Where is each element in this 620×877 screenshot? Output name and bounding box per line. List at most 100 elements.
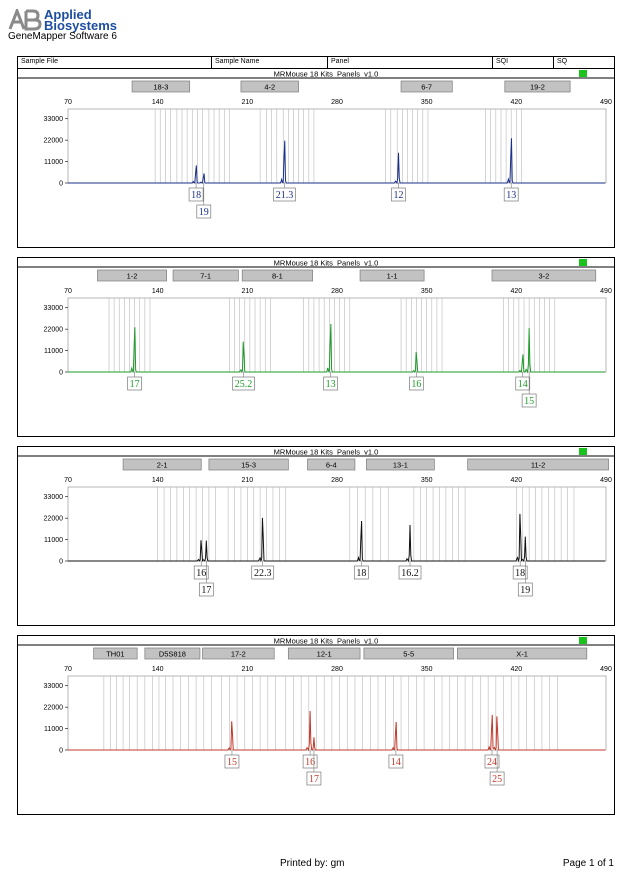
allele-call-label: 14 (518, 379, 528, 390)
x-tick-label: 350 (421, 477, 433, 484)
marker-label: 6-7 (421, 83, 432, 92)
marker-bar (172, 269, 239, 282)
allele-call-label: 13 (506, 190, 516, 201)
allele-call-label: 17 (130, 379, 140, 390)
electropherogram-panel-1: MRMouse 18 Kits_Panels_v1.0 18-3 4-2 6-7 19-… (17, 68, 615, 248)
allele-call-label: 18 (191, 190, 201, 201)
marker-label: 19-2 (530, 83, 545, 92)
page-number: Page 1 of 1 (562, 858, 614, 869)
x-tick-label: 420 (510, 666, 522, 673)
trace-line (68, 324, 606, 374)
marker-bar (467, 458, 609, 471)
x-tick-label: 350 (421, 666, 433, 673)
allele-call-label: 15 (524, 396, 534, 407)
allele-call-label: 19 (520, 585, 530, 596)
allele-call-label: 24 (487, 757, 497, 768)
sizing-quality-indicator-icon (579, 259, 587, 266)
allele-call-box (188, 187, 204, 202)
allele-call-box (251, 565, 275, 580)
y-tick-label: 0 (59, 748, 63, 755)
y-tick-label: 11000 (44, 537, 63, 544)
allele-call-box (323, 376, 338, 391)
marker-label: 1-2 (127, 272, 138, 281)
marker-label: TH01 (106, 650, 124, 659)
chart-svg: MRMouse 18 Kits_Panels_v1.0 18-3 4-2 6-7 19-… (18, 70, 614, 219)
panel-title: MRMouse 18 Kits_Panels_v1.0 (274, 259, 379, 268)
marker-label: 11-2 (531, 461, 545, 470)
report-footer: Printed by: gm Page 1 of 1 (0, 855, 620, 875)
plot-area (67, 675, 607, 751)
y-tick-label: 11000 (44, 159, 63, 166)
allele-call-box (196, 204, 212, 219)
allele-call-label: 18 (356, 568, 366, 579)
marker-bar (366, 458, 435, 471)
marker-label: 18-3 (153, 83, 168, 92)
y-tick-label: 22000 (44, 705, 64, 712)
allele-call-box (398, 565, 422, 580)
marker-bar (400, 80, 453, 93)
x-tick-label: 140 (152, 99, 164, 106)
marker-bar (504, 80, 571, 93)
allele-call-box (409, 376, 424, 391)
applied-biosystems-logo-icon (8, 9, 42, 31)
x-tick-label: 490 (600, 288, 612, 295)
allele-call-label: 16 (411, 379, 421, 390)
x-tick-label: 70 (64, 666, 72, 673)
y-tick-label: 11000 (44, 726, 63, 733)
x-tick-label: 280 (331, 288, 343, 295)
electropherogram-panel-2: MRMouse 18 Kits_Panels_v1.0 1-2 7-1 8-1 1-1 3… (17, 257, 615, 437)
x-tick-label: 280 (331, 477, 343, 484)
x-tick-label: 420 (510, 288, 522, 295)
marker-label: D5S818 (159, 650, 186, 659)
panel-title: MRMouse 18 Kits_Panels_v1.0 (274, 448, 379, 457)
plot-area (67, 108, 607, 184)
chart-svg: MRMouse 18 Kits_Panels_v1.0 TH01 D5S818 17-… (18, 637, 614, 786)
x-tick-label: 140 (152, 477, 164, 484)
x-tick-label: 350 (421, 288, 433, 295)
marker-bar (241, 269, 314, 282)
marker-label: 2-1 (157, 461, 168, 470)
allele-call-box (489, 771, 505, 786)
marker-bar (307, 458, 356, 471)
allele-call-label: 16 (196, 568, 206, 579)
x-tick-label: 140 (152, 288, 164, 295)
x-tick-label: 420 (510, 477, 522, 484)
allele-call-box (224, 754, 240, 769)
y-tick-label: 33000 (44, 494, 64, 501)
allele-call-label: 16.2 (401, 568, 419, 579)
allele-call-box (517, 582, 533, 597)
allele-call-box (512, 565, 528, 580)
plot-area (67, 486, 607, 562)
marker-label: 15-3 (241, 461, 256, 470)
y-tick-label: 0 (59, 370, 63, 377)
software-name: GeneMapper Software 6 (8, 31, 117, 42)
x-tick-label: 70 (64, 99, 72, 106)
electropherogram-panel-3: MRMouse 18 Kits_Panels_v1.0 2-1 15-3 6-4 13-… (17, 446, 615, 626)
chart-svg: MRMouse 18 Kits_Panels_v1.0 2-1 15-3 6-4 13-… (18, 448, 614, 597)
marker-label: 8-1 (272, 272, 283, 281)
marker-bar (208, 458, 289, 471)
panel-title: MRMouse 18 Kits_Panels_v1.0 (274, 637, 379, 646)
column-panel: Panel (331, 58, 349, 65)
electropherogram-panel-4: MRMouse 18 Kits_Panels_v1.0 TH01 D5S818 17-… (17, 635, 615, 815)
x-tick-label: 490 (600, 99, 612, 106)
allele-call-box (388, 754, 404, 769)
marker-label: 3-2 (538, 272, 549, 281)
marker-bar (144, 647, 201, 660)
allele-call-label: 14 (391, 757, 401, 768)
marker-label: 17-2 (231, 650, 246, 659)
y-tick-label: 33000 (44, 683, 64, 690)
allele-call-box (302, 754, 318, 769)
x-tick-label: 210 (241, 666, 253, 673)
allele-call-label: 17 (201, 585, 211, 596)
allele-call-label: 25 (492, 774, 502, 785)
column-divider (327, 57, 328, 68)
allele-call-label: 15 (227, 757, 237, 768)
y-tick-label: 33000 (44, 116, 64, 123)
allele-call-box (193, 565, 209, 580)
column-sqi: SQI (496, 58, 509, 65)
marker-bar (240, 80, 299, 93)
brand-name-line1: Applied (44, 7, 92, 22)
allele-call-box (484, 754, 500, 769)
y-tick-label: 0 (59, 181, 63, 188)
